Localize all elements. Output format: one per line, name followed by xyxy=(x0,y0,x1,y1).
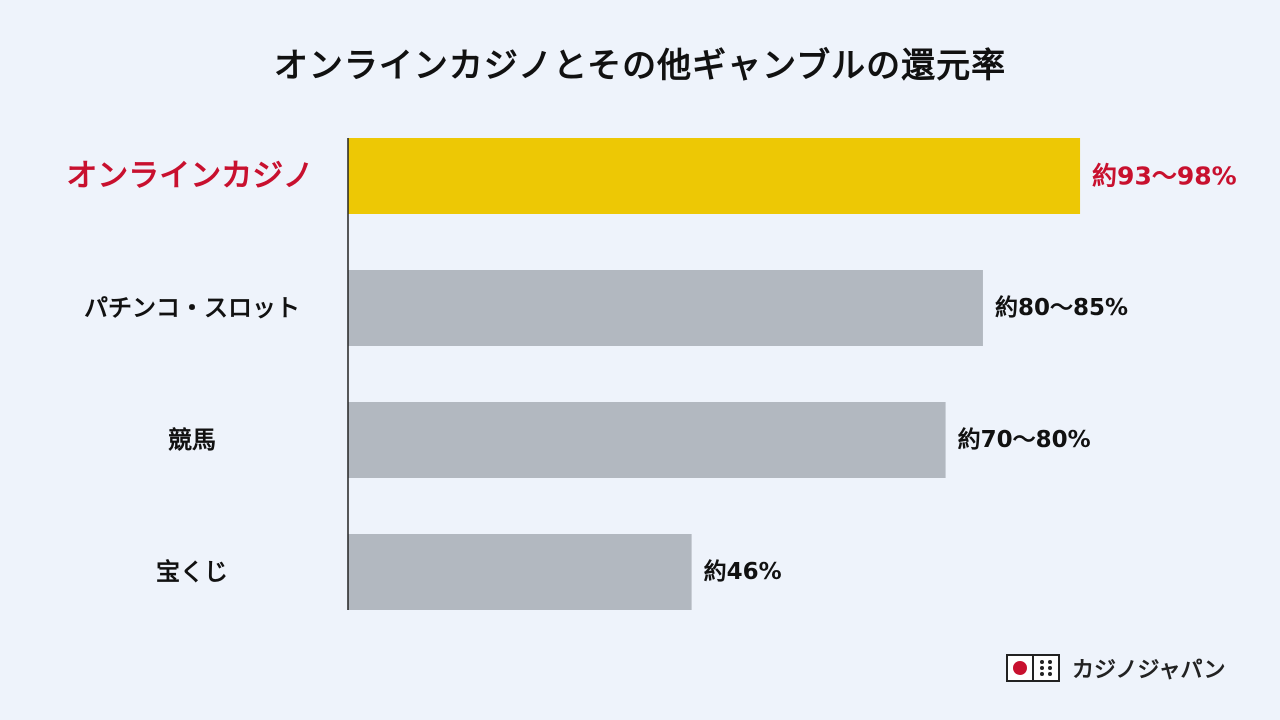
bar-2 xyxy=(348,402,946,478)
category-label-0: オンラインカジノ xyxy=(66,158,313,194)
category-label-2: 競馬 xyxy=(168,426,216,454)
bar-3 xyxy=(348,534,692,610)
category-label-1: パチンコ・スロット xyxy=(84,294,300,322)
bar-1 xyxy=(348,270,983,346)
brand: カジノジャパン xyxy=(1006,652,1226,684)
chart-title: オンラインカジノとその他ギャンブルの還元率 xyxy=(273,46,1007,86)
value-label-0: 約93〜98% xyxy=(1092,162,1237,191)
category-label-3: 宝くじ xyxy=(156,558,228,586)
brand-name: カジノジャパン xyxy=(1072,658,1226,683)
japan-flag-dice-icon xyxy=(1006,654,1060,682)
value-label-1: 約80〜85% xyxy=(995,294,1128,321)
value-label-2: 約70〜80% xyxy=(958,426,1091,453)
value-label-3: 約46% xyxy=(704,558,782,585)
bar-0 xyxy=(348,138,1081,214)
